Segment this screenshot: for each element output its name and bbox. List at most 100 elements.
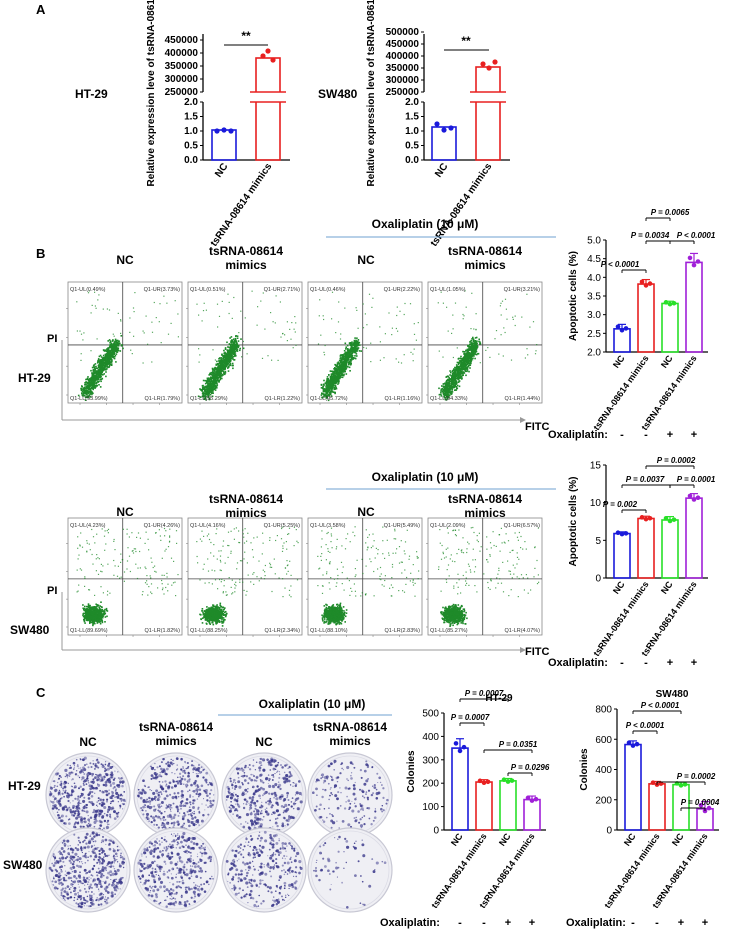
x-label-nc: NC — [433, 161, 450, 179]
oxali-mark: + — [678, 917, 684, 929]
tick-label: 0 — [606, 826, 612, 837]
bar — [499, 780, 517, 831]
bar — [672, 783, 690, 831]
p-value: P = 0.0037 — [626, 475, 665, 484]
quadrant-label-lr: Q1-LR(1.22%) — [265, 396, 301, 402]
fitc-label: FITC — [525, 421, 549, 433]
col-header-mimic: tsRNA-08614 — [448, 492, 522, 506]
col-header-mimic: tsRNA-08614 — [209, 492, 283, 506]
colonies — [137, 757, 215, 834]
tick-label: 2.0 — [587, 348, 601, 359]
tick-label: 300000 — [386, 75, 420, 86]
colonies — [48, 831, 126, 909]
quadrant-label-ll: Q1-LL(88.25%) — [190, 628, 228, 634]
p-value: P = 0.0034 — [631, 231, 670, 240]
tick-label: 100 — [422, 802, 439, 813]
x-tick-label: NC — [611, 353, 627, 370]
panel-label-a: A — [36, 2, 46, 17]
p-value: P = 0.0296 — [511, 763, 550, 772]
flow-events — [196, 290, 297, 401]
oxali-mark: - — [655, 917, 659, 929]
quadrant-label-ul: Q1-UL(0.49%) — [70, 287, 106, 293]
colony-dish — [221, 827, 307, 913]
tick-label: 0.5 — [184, 141, 198, 152]
tick-label: 3.5 — [587, 292, 601, 303]
oxali-mark: - — [644, 429, 648, 441]
tick-label: 350000 — [165, 61, 199, 72]
dots-mimics — [480, 59, 498, 71]
col-header-mimic: mimics — [225, 258, 267, 272]
dots-nc — [434, 121, 454, 133]
colonies — [311, 759, 389, 833]
bar-mimics — [255, 57, 281, 161]
tick-label: 500 — [422, 709, 439, 720]
data-points — [663, 515, 677, 524]
tick-label: 0 — [433, 826, 439, 837]
tick-label: 450000 — [165, 35, 199, 46]
flow-block-sw480: Oxaliplatin (10 μM) NC tsRNA-08614 mimic… — [10, 470, 556, 658]
col-header-mimic: mimics — [225, 506, 267, 520]
oxali-label: Oxaliplatin (10 μM) — [372, 217, 479, 231]
p-value: P < 0.0001 — [677, 231, 716, 240]
bar-nc — [431, 126, 457, 161]
y-axis-label: Apoptotic cells (%) — [568, 476, 579, 566]
tick-label: 5.0 — [587, 236, 601, 247]
col-header-nc: NC — [116, 253, 134, 267]
colony-dish — [45, 752, 131, 838]
oxali-label: Oxaliplatin (10 μM) — [372, 470, 479, 484]
oxali-mark: + — [529, 917, 535, 929]
bar-nc — [211, 129, 237, 161]
tick-label: 4.0 — [587, 273, 601, 284]
bar — [613, 532, 631, 579]
bar — [475, 781, 493, 831]
pi-label: PI — [47, 333, 57, 345]
tick-label: 4.5 — [587, 254, 601, 265]
tick-label: 0.0 — [405, 155, 419, 166]
x-tick-label: NC — [659, 579, 675, 596]
tick-label: 250000 — [165, 87, 199, 98]
p-value: P = 0.0007 — [451, 713, 490, 722]
oxali-mark: + — [505, 917, 511, 929]
bar — [648, 783, 666, 831]
data-points — [615, 324, 629, 333]
oxali-mark: + — [702, 917, 708, 929]
quadrant-label-ur: Q1-UR(3.73%) — [144, 287, 181, 293]
quadrant-label-ll: Q1-LL(85.27%) — [430, 628, 468, 634]
tick-label: 600 — [595, 735, 612, 746]
tick-label: 800 — [595, 705, 612, 716]
p-value: P = 0.0002 — [657, 456, 696, 465]
tick-label: 15 — [590, 461, 602, 472]
chart-sw480-expression: SW480 Relative expression leve of tsRNA-… — [318, 0, 510, 249]
col-header-nc: NC — [255, 735, 273, 749]
flow-events — [437, 290, 538, 401]
pi-label: PI — [47, 585, 57, 597]
quadrant-label-ur: Q1-UR(5.25%) — [264, 523, 301, 529]
bar-mimics — [475, 66, 501, 161]
oxali-row-label: Oxaliplatin: — [566, 917, 626, 929]
y-axis-label: Relative expression leve of tsRNA-08614 — [146, 0, 157, 186]
p-value: P < 0.0001 — [601, 260, 640, 269]
panel-label-b: B — [36, 246, 45, 261]
p-value: P = 0.0002 — [677, 772, 716, 781]
colony-dish — [45, 827, 131, 913]
x-tick-label: NC — [449, 831, 465, 848]
tick-label: 1.0 — [405, 126, 419, 137]
tick-label: 250000 — [386, 87, 420, 98]
tick-label: 200 — [595, 795, 612, 806]
quadrant-label-ll: Q1-LL(94.33%) — [430, 396, 468, 402]
oxali-mark: - — [620, 429, 624, 441]
oxali-mark: + — [667, 429, 673, 441]
oxali-mark: - — [458, 917, 462, 929]
flow-plot: Q1-UL(1.05%) Q1-UR(3.21%) Q1-LL(94.33%) Q1-… — [426, 281, 543, 405]
oxali-row-label: Oxaliplatin: — [380, 917, 440, 929]
quadrant-label-lr: Q1-LR(1.16%) — [385, 396, 421, 402]
tick-label: 200 — [422, 779, 439, 790]
flow-plot: Q1-UL(0.51%) Q1-UR(2.71%) Q1-LL(95.29%) Q1-… — [186, 281, 303, 405]
quadrant-label-ur: Q1-UR(4.26%) — [144, 523, 181, 529]
bar — [685, 497, 703, 579]
chart-ht29-expression: HT-29 Relative expression leve of tsRNA-… — [75, 0, 290, 249]
tick-label: 450000 — [386, 39, 420, 50]
col-header-nc: NC — [357, 253, 375, 267]
quadrant-label-ur: Q1-UR(3.21%) — [504, 287, 541, 293]
y-axis-label: Relative expression leve of tsRNA-08614 — [366, 0, 377, 186]
